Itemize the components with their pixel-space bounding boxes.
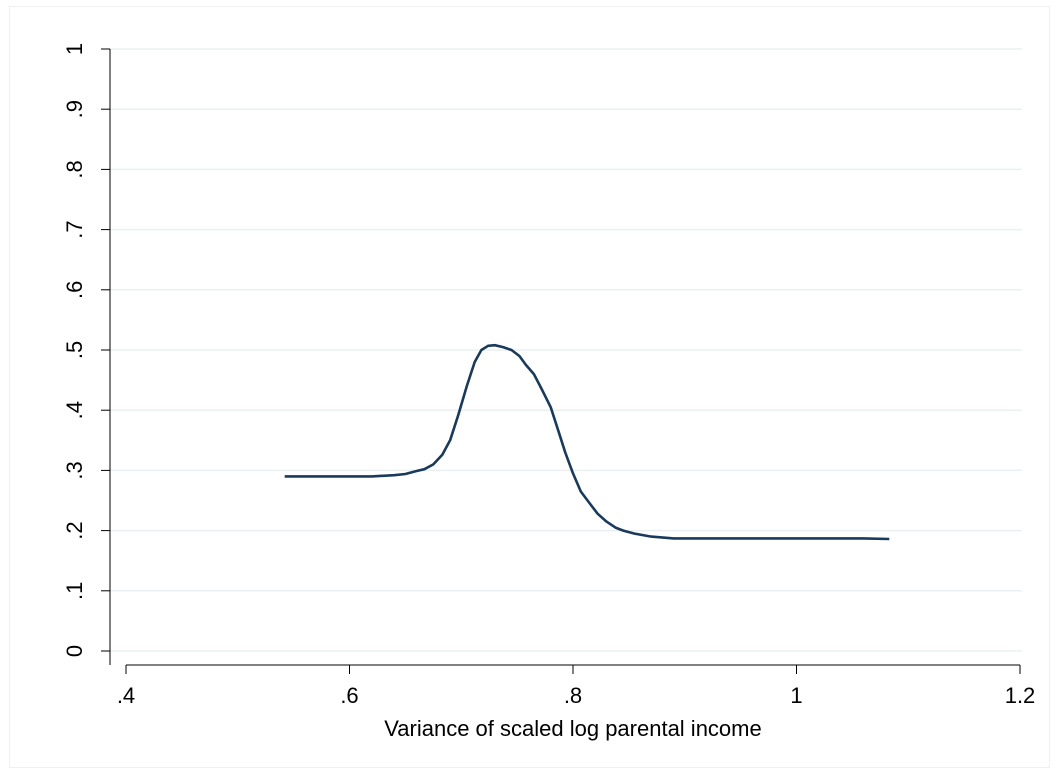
x-tick-label-1: .6 bbox=[340, 683, 358, 708]
series bbox=[284, 343, 890, 541]
gridlines bbox=[110, 48, 1022, 652]
x-tick-label-4: 1.2 bbox=[1005, 683, 1036, 708]
x-axis-title: Variance of scaled log parental income bbox=[384, 716, 761, 741]
x-tick-label-2: .8 bbox=[564, 683, 582, 708]
y-tick-label-3: .3 bbox=[62, 461, 87, 479]
y-tick-label-1: .1 bbox=[62, 582, 87, 600]
y-tick-label-10: 1 bbox=[62, 43, 87, 55]
axes bbox=[109, 49, 1020, 666]
x-tick-label-3: 1 bbox=[790, 683, 802, 708]
chart-frame bbox=[9, 6, 1050, 768]
x-tick-label-0: .4 bbox=[117, 683, 135, 708]
y-tick-label-4: .4 bbox=[62, 401, 87, 419]
y-tick-label-7: .7 bbox=[62, 220, 87, 238]
y-tick-label-8: .8 bbox=[62, 160, 87, 178]
y-tick-label-2: .2 bbox=[62, 521, 87, 539]
ticks bbox=[101, 48, 1021, 674]
y-tick-label-0: 0 bbox=[62, 645, 87, 657]
series-line-0 bbox=[284, 343, 890, 541]
y-tick-label-6: .6 bbox=[62, 281, 87, 299]
y-tick-label-9: .9 bbox=[62, 100, 87, 118]
tick-labels: 0 .1 .2 .3 .4 .5 .6 .7 .8 .9 1 .4 .6 .8 1 1.2 bbox=[62, 43, 1035, 708]
y-tick-label-5: .5 bbox=[62, 341, 87, 359]
